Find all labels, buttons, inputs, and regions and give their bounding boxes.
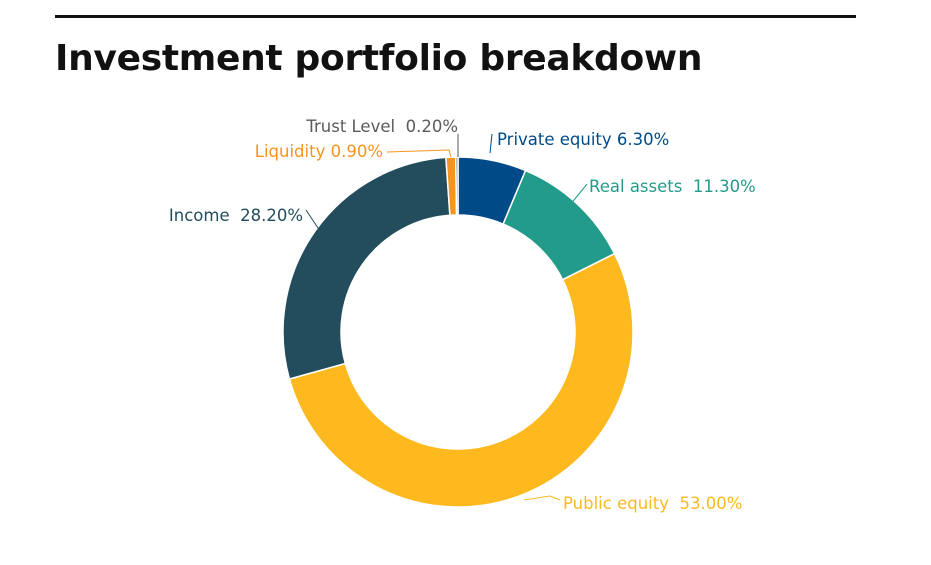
data-label-real-assets: Real assets 11.30% [589, 177, 756, 196]
data-label-private-equity: Private equity 6.30% [497, 130, 669, 149]
data-label-public-equity: Public equity 53.00% [563, 494, 742, 513]
slice-public-equity[interactable] [288, 252, 634, 508]
top-rule [55, 15, 856, 18]
donut-slices [282, 156, 634, 508]
data-label-income: Income 28.20% [169, 206, 303, 225]
data-label-liquidity: Liquidity 0.90% [255, 142, 383, 161]
leader-line-real-assets [569, 183, 588, 206]
slice-labels: Private equity 6.30% Real assets 11.30% Pu… [169, 117, 756, 513]
slice-income[interactable] [282, 156, 451, 380]
chart-title: Investment portfolio breakdown [55, 38, 703, 79]
leader-line-private-equity [489, 133, 493, 154]
data-label-trust-level: Trust Level 0.20% [305, 117, 458, 136]
leader-line-public-equity [523, 495, 561, 501]
leader-line-liquidity [386, 149, 452, 158]
slice-trust-level[interactable] [455, 156, 459, 216]
leader-line-income [305, 209, 331, 247]
